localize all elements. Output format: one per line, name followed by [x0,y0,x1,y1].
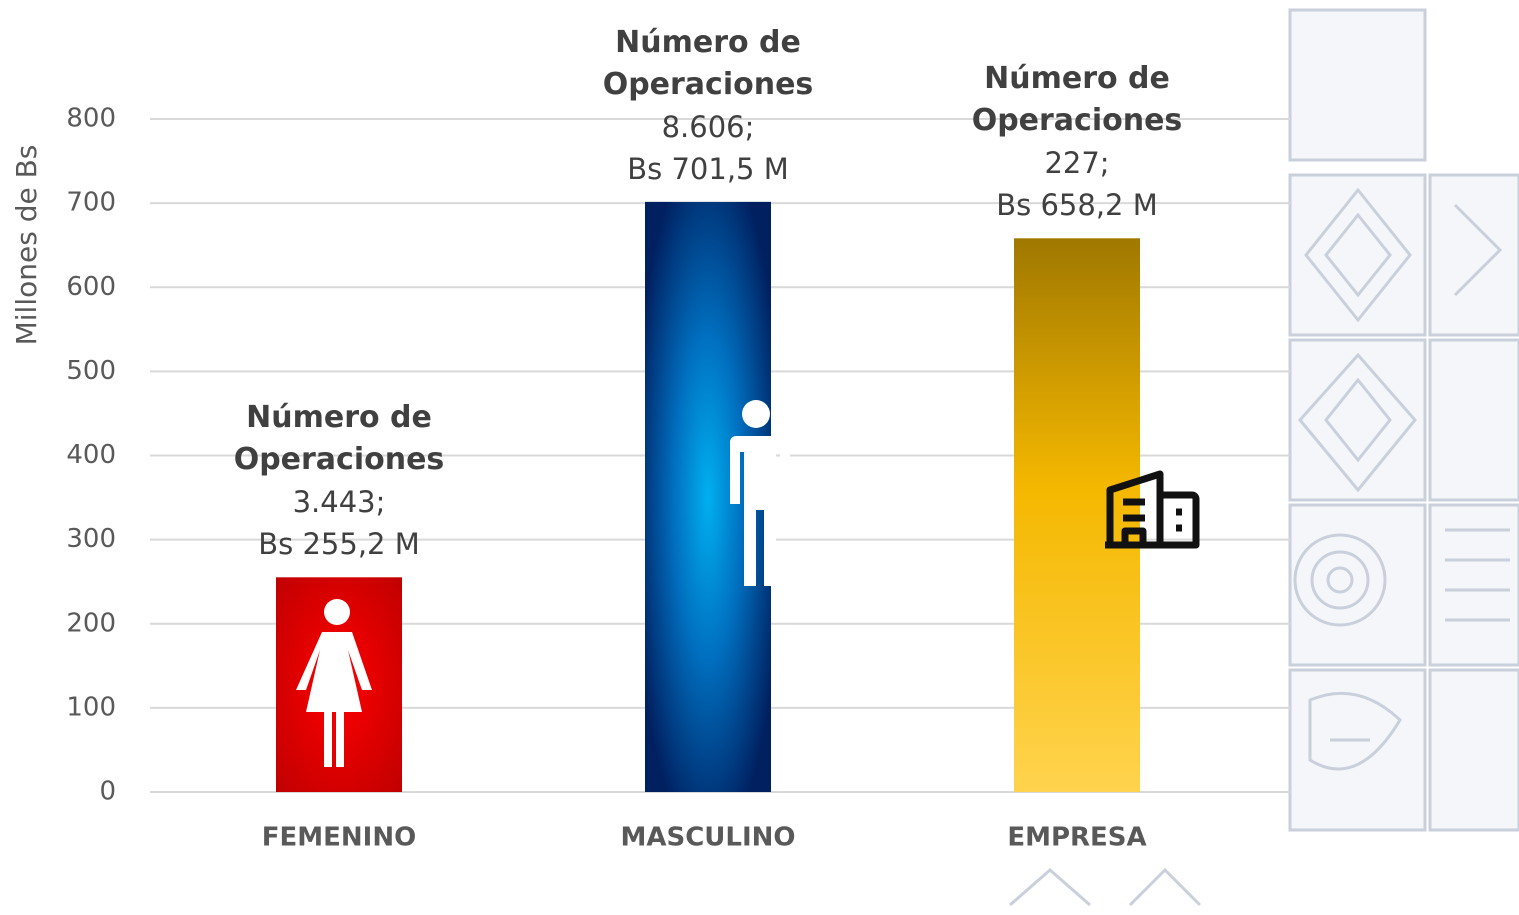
value-label: Bs 658,2 M [947,184,1207,226]
y-tick-label: 600 [66,272,116,302]
y-tick-label: 0 [99,777,116,807]
value-label: Bs 255,2 M [209,523,469,565]
operations-title: Número de Operaciones [947,58,1207,142]
x-tick-label: EMPRESA [1007,823,1146,853]
y-tick-label: 400 [66,440,116,470]
y-tick-label: 700 [66,188,116,218]
operations-title: Número de Operaciones [209,397,469,481]
x-tick-label: FEMENINO [262,823,416,853]
y-axis-title: Millones de Bs [10,145,43,346]
operations-title: Número de Operaciones [578,22,838,106]
y-tick-label: 200 [66,608,116,638]
y-tick-label: 500 [66,356,116,386]
operations-count: 8.606; [578,106,838,148]
operations-count: 3.443; [209,481,469,523]
bar [1014,238,1140,792]
value-label: Bs 701,5 M [578,148,838,190]
operations-count: 227; [947,142,1207,184]
y-tick-label: 800 [66,104,116,134]
x-tick-label: MASCULINO [620,823,795,853]
y-tick-label: 100 [66,692,116,722]
y-tick-label: 300 [66,524,116,554]
page: 0 100 200 300 400 500 600 700 800 FEMENINO MASCULI… [0,0,1519,915]
